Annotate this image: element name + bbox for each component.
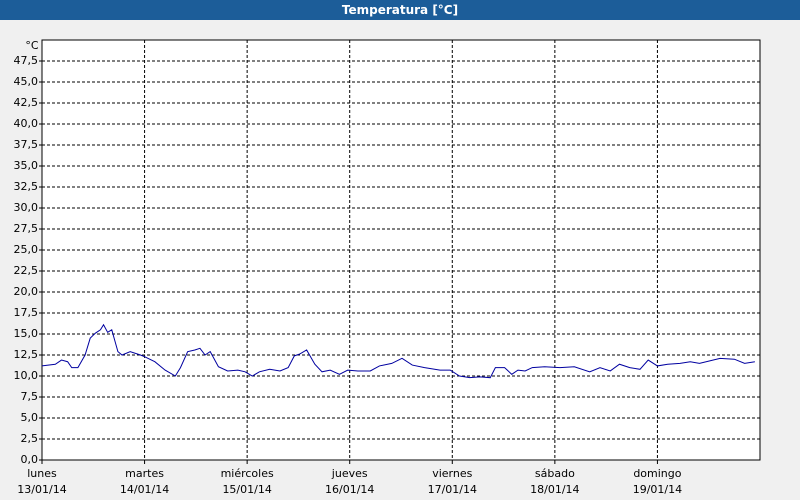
y-tick-label: 32,5 [14, 180, 39, 193]
x-tick-label: domingo [633, 467, 681, 480]
y-tick-label: 25,0 [14, 243, 39, 256]
window-title: Temperatura [°C] [0, 0, 800, 20]
x-tick-label: sábado [535, 467, 575, 480]
x-tick-date: 15/01/14 [222, 483, 271, 496]
x-tick-label: lunes [27, 467, 57, 480]
x-tick-date: 13/01/14 [17, 483, 66, 496]
temperature-line [41, 323, 755, 379]
x-tick-date: 19/01/14 [633, 483, 682, 496]
y-tick-label: 45,0 [14, 75, 39, 88]
y-tick-label: 37,5 [14, 138, 39, 151]
y-tick-label: 15,0 [14, 327, 39, 340]
x-tick-date: 17/01/14 [428, 483, 477, 496]
x-tick-date: 18/01/14 [530, 483, 579, 496]
y-tick-label: 17,5 [14, 306, 39, 319]
y-tick-label: 40,0 [14, 117, 39, 130]
y-tick-label: 35,0 [14, 159, 39, 172]
y-unit: °C [25, 39, 39, 52]
y-tick-label: 47,5 [14, 54, 39, 67]
y-tick-label: 30,0 [14, 201, 39, 214]
x-tick-date: 16/01/14 [325, 483, 374, 496]
y-tick-label: 42,5 [14, 96, 39, 109]
y-tick-label: 22,5 [14, 264, 39, 277]
y-tick-label: 0,0 [21, 453, 39, 466]
plot-area [41, 39, 761, 461]
y-tick-label: 20,0 [14, 285, 39, 298]
y-tick-label: 12,5 [14, 348, 39, 361]
y-tick-label: 2,5 [21, 432, 39, 445]
x-tick-label: miércoles [221, 467, 274, 480]
x-tick-label: martes [125, 467, 164, 480]
y-tick-label: 7,5 [21, 390, 39, 403]
x-tick-date: 14/01/14 [120, 483, 169, 496]
x-tick-label: viernes [432, 467, 472, 480]
y-tick-label: 10,0 [14, 369, 39, 382]
y-tick-label: 5,0 [21, 411, 39, 424]
chart: °C 0,0 2,5 5,0 7,5 10,0 12,5 15,0 17,5 20,0 22,5 2… [14, 39, 761, 496]
x-tick-label: jueves [331, 467, 368, 480]
y-tick-label: 27,5 [14, 222, 39, 235]
